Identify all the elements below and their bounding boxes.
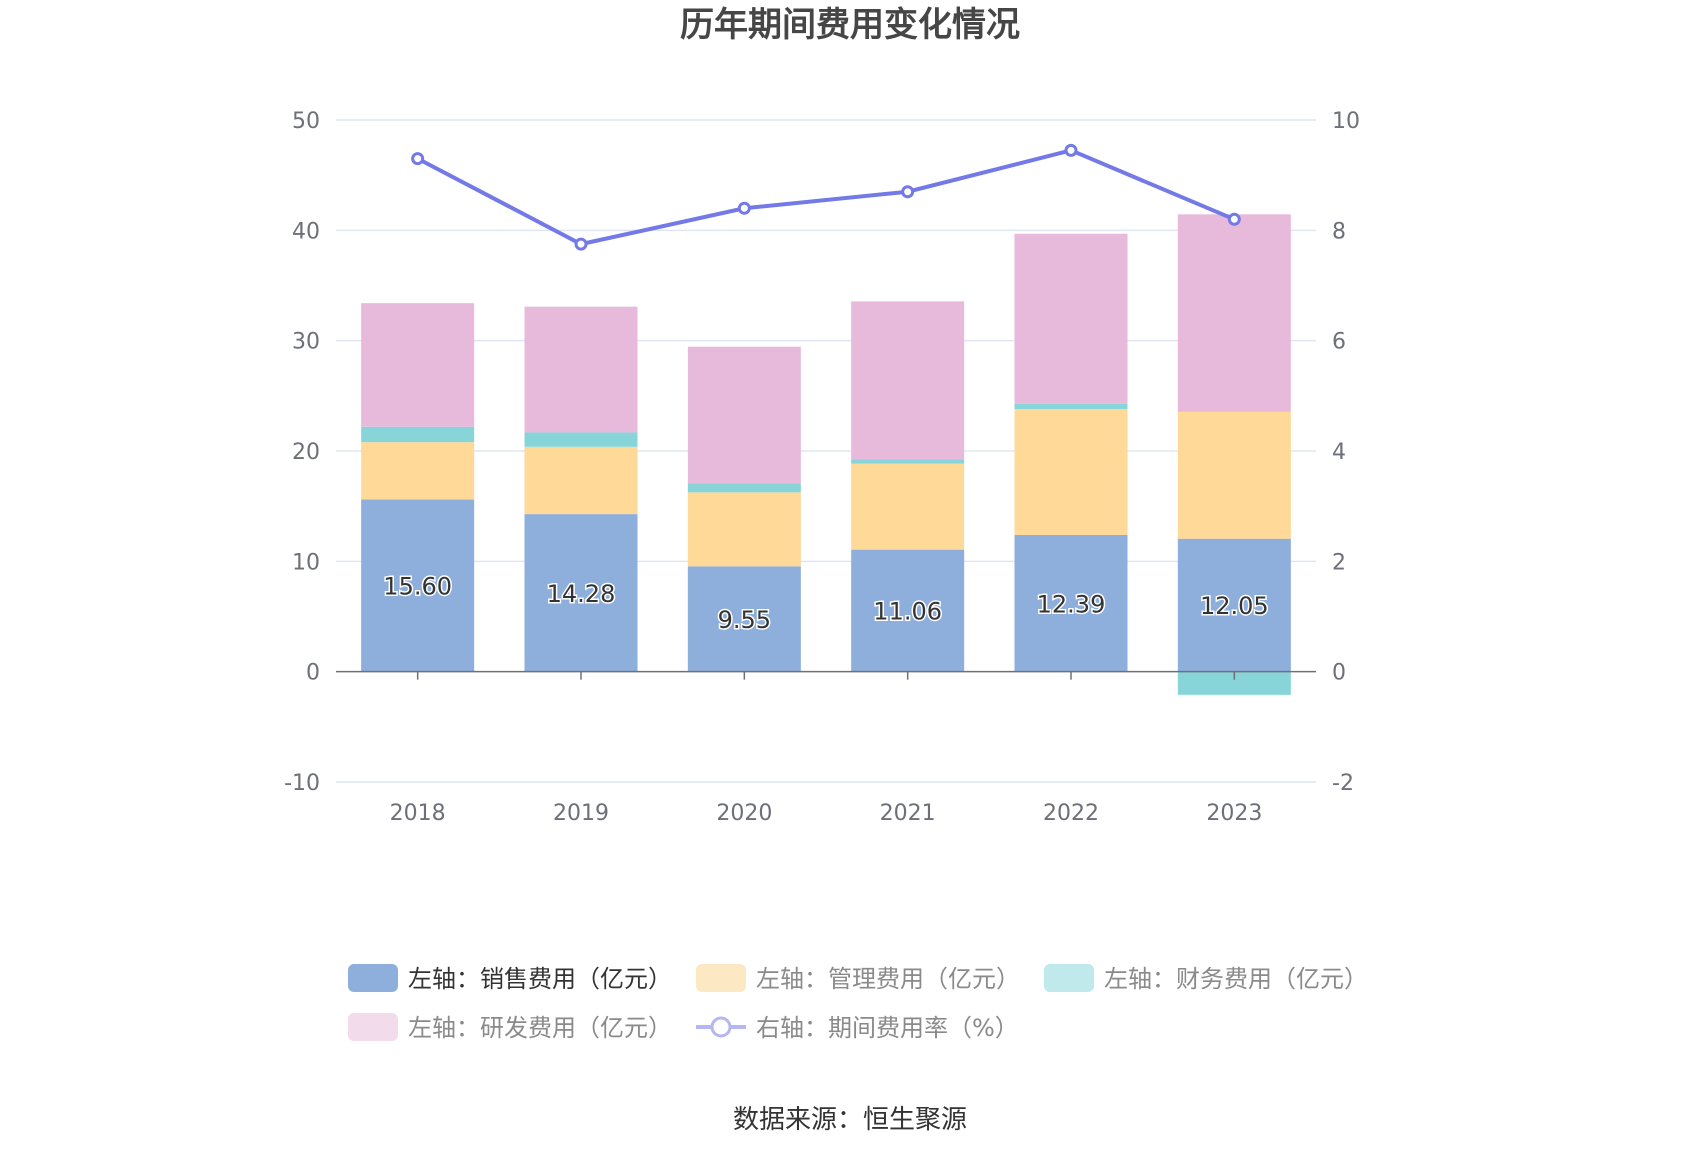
bar-segment [361, 303, 475, 427]
x-tick-label: 2023 [1206, 801, 1262, 826]
right-axis-ticks: 10 8 6 4 2 0 -2 [1332, 109, 1360, 796]
legend-item[interactable]: 左轴：销售费用（亿元） [348, 964, 672, 993]
legend-swatch [348, 964, 398, 992]
bar-segment [851, 549, 965, 672]
left-tick-label: 0 [306, 661, 320, 686]
bar-segment [851, 301, 965, 460]
left-tick-label: 10 [292, 550, 320, 575]
left-tick-label: 50 [292, 109, 320, 134]
bar-segment [1177, 538, 1291, 672]
legend-marker [710, 1016, 732, 1038]
x-tick-label: 2018 [390, 801, 446, 826]
rate-point [574, 237, 588, 251]
bar-segment [1014, 409, 1128, 535]
chart-title: 历年期间费用变化情况 [680, 5, 1020, 45]
right-tick-label: 8 [1332, 219, 1346, 244]
left-tick-label: 40 [292, 219, 320, 244]
legend-swatch [696, 964, 746, 992]
bar-segment [1014, 534, 1128, 672]
source-note: 数据来源：恒生聚源 [733, 1105, 967, 1135]
x-axis-ticks: 2018 2019 2020 2021 2022 2023 [390, 671, 1262, 826]
bar-value-label: 11.06 [873, 598, 942, 626]
legend-item[interactable]: 左轴：研发费用（亿元） [348, 1013, 672, 1042]
legend-swatch [1044, 964, 1094, 992]
bar-segment [361, 442, 475, 500]
left-tick-label: 30 [292, 330, 320, 355]
rate-point [901, 185, 915, 199]
rate-line [416, 148, 1236, 247]
bar-segment [1014, 233, 1128, 404]
bar-value-label: 14.28 [547, 580, 616, 608]
grid-lines [336, 119, 1316, 783]
right-tick-label: 2 [1332, 550, 1346, 575]
bar-value-label: 12.05 [1200, 592, 1269, 620]
rate-point [1227, 212, 1241, 226]
bar-labels: 15.60 14.28 9.55 11.06 12.39 12.05 [382, 571, 1270, 635]
legend-label: 左轴：研发费用（亿元） [408, 1014, 672, 1042]
bar-segment [851, 463, 965, 550]
legend-item[interactable]: 左轴：管理费用（亿元） [696, 964, 1020, 993]
bar-value-label: 12.39 [1037, 590, 1106, 618]
bar-segment [524, 514, 638, 672]
right-tick-label: 4 [1332, 440, 1346, 465]
bar-segment [687, 483, 801, 493]
x-tick-label: 2022 [1043, 801, 1099, 826]
x-tick-label: 2020 [716, 801, 772, 826]
rate-point [737, 201, 751, 215]
bar-segment [524, 306, 638, 433]
bars [361, 214, 1291, 695]
rate-line-series [411, 143, 1241, 251]
bar-segment [1177, 411, 1291, 539]
bar-segment [687, 492, 801, 567]
bar-segment [687, 346, 801, 484]
bar-segment [851, 459, 965, 464]
right-tick-label: 10 [1332, 109, 1360, 134]
x-tick-label: 2019 [553, 801, 609, 826]
legend-label: 左轴：财务费用（亿元） [1104, 965, 1368, 993]
bar-segment [361, 426, 475, 443]
bar-segment [1177, 214, 1291, 412]
legend-label: 左轴：管理费用（亿元） [756, 965, 1020, 993]
bar-segment [1014, 403, 1128, 410]
legend[interactable]: 左轴：销售费用（亿元） 左轴：管理费用（亿元） 左轴：财务费用（亿元） 左轴：研发费用… [348, 964, 1368, 1042]
legend-item[interactable]: 左轴：财务费用（亿元） [1044, 964, 1368, 993]
left-tick-label: 20 [292, 440, 320, 465]
legend-swatch [348, 1013, 398, 1041]
bar-segment [687, 566, 801, 672]
legend-item[interactable]: 右轴：期间费用率（%） [696, 1014, 1019, 1042]
bar-segment [524, 432, 638, 447]
bar-segment [361, 499, 475, 672]
legend-label: 左轴：销售费用（亿元） [408, 965, 672, 993]
right-tick-label: -2 [1332, 771, 1354, 796]
bar-segment [1177, 671, 1291, 695]
left-axis-ticks: 50 40 30 20 10 0 -10 [284, 109, 320, 796]
right-tick-label: 6 [1332, 330, 1346, 355]
bar-value-label: 15.60 [383, 573, 452, 601]
x-tick-label: 2021 [880, 801, 936, 826]
right-tick-label: 0 [1332, 661, 1346, 686]
left-tick-label: -10 [284, 771, 320, 796]
bar-value-label: 9.55 [718, 606, 771, 634]
bar-segment [524, 446, 638, 515]
rate-point [1064, 143, 1078, 157]
legend-label: 右轴：期间费用率（%） [756, 1014, 1019, 1042]
rate-point [411, 152, 425, 166]
